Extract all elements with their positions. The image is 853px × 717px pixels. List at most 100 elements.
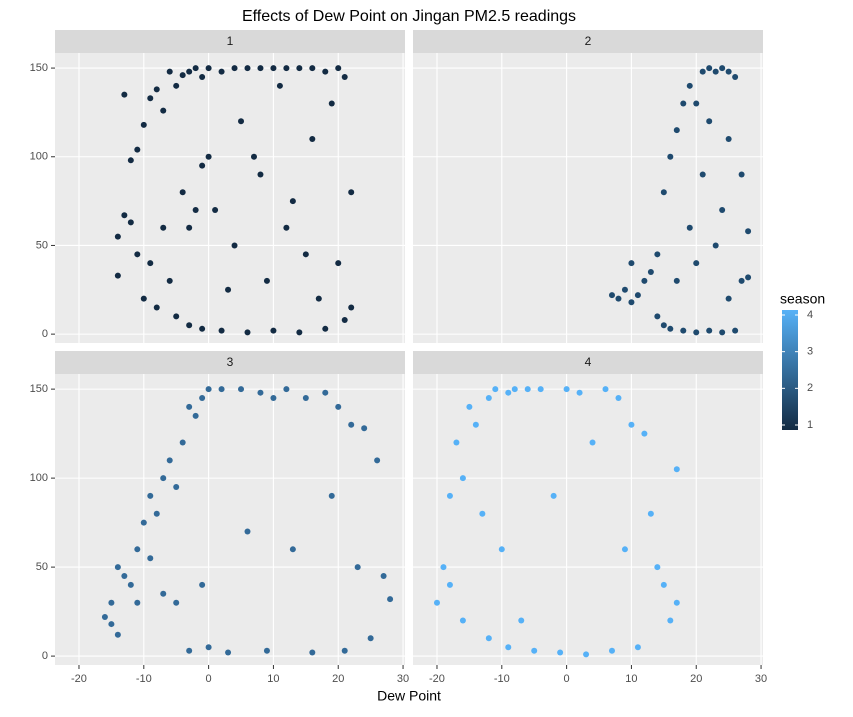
point [738,171,745,178]
legend-tick-label: 4 [807,309,813,321]
x-tick-label: 0 [564,673,570,685]
point [147,555,154,562]
point [328,492,335,499]
point [186,322,193,329]
panel-background [413,53,763,343]
strip [55,30,405,53]
point [166,68,173,75]
point [505,644,512,651]
point [641,430,648,437]
point [660,189,667,196]
point [302,395,309,402]
point [335,403,342,410]
panel-background [55,374,405,665]
point [654,251,661,258]
point [121,91,128,98]
point [186,647,193,654]
point [134,546,141,553]
point [667,325,674,332]
point [199,395,206,402]
point [472,421,479,428]
point [589,439,596,446]
point [153,304,160,311]
point [341,647,348,654]
point [680,100,687,107]
strip [55,351,405,374]
point [738,277,745,284]
y-tick-label: 150 [30,383,48,395]
point [199,162,206,169]
point [101,613,108,620]
point [296,65,303,72]
point [459,617,466,624]
point [673,599,680,606]
point [238,386,245,393]
y-tick-label: 50 [36,561,48,573]
point [309,65,316,72]
point [147,95,154,102]
x-tick-label: 10 [267,673,279,685]
point [309,136,316,143]
strip [413,351,763,374]
point [745,228,752,235]
point [140,295,147,302]
point [628,299,635,306]
point [160,224,167,231]
x-tick-label: 10 [625,673,637,685]
point [238,118,245,125]
point [225,286,232,293]
point [680,327,687,334]
point [283,224,290,231]
point [140,121,147,128]
point [660,322,667,329]
panel-background [55,53,405,343]
point [667,153,674,160]
legend-tick-label: 1 [807,419,813,431]
x-tick-label: 30 [397,673,409,685]
point [173,484,180,491]
point [263,647,270,654]
point [114,631,121,638]
point [673,466,680,473]
legend-title: season [780,291,825,307]
point [686,82,693,89]
point [745,274,752,281]
x-tick-label: -20 [429,673,445,685]
strip-label: 4 [585,355,592,369]
point [153,86,160,93]
point [335,260,342,267]
point [719,65,726,72]
point [179,189,186,196]
point [641,277,648,284]
strip [413,30,763,53]
point [348,304,355,311]
point [621,286,628,293]
legend-tick-label: 3 [807,346,813,358]
point [302,251,309,258]
x-tick-label: -10 [494,673,510,685]
point [270,327,277,334]
point [725,68,732,75]
point [192,206,199,213]
point [205,386,212,393]
point [108,599,115,606]
point [114,272,121,279]
point [374,457,381,464]
point [725,295,732,302]
point [231,242,238,249]
point [270,395,277,402]
x-tick-label: 20 [332,673,344,685]
point [296,329,303,336]
point [485,635,492,642]
strip-label: 1 [227,34,234,48]
point [537,386,544,393]
point [387,596,394,603]
point [257,389,264,396]
colorbar [782,310,798,430]
point [725,136,732,143]
point [186,68,193,75]
point [479,510,486,517]
point [524,386,531,393]
point [257,65,264,72]
